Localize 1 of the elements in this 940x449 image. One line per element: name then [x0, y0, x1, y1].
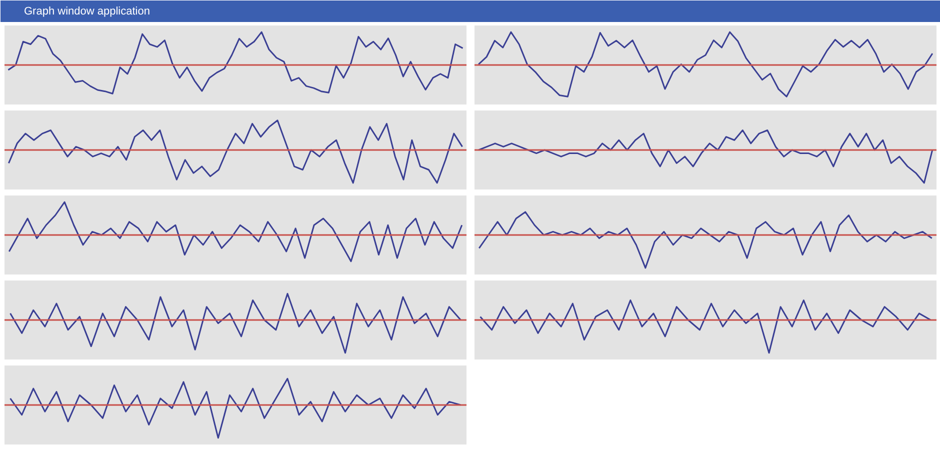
text: Graph window application: [24, 6, 150, 18]
